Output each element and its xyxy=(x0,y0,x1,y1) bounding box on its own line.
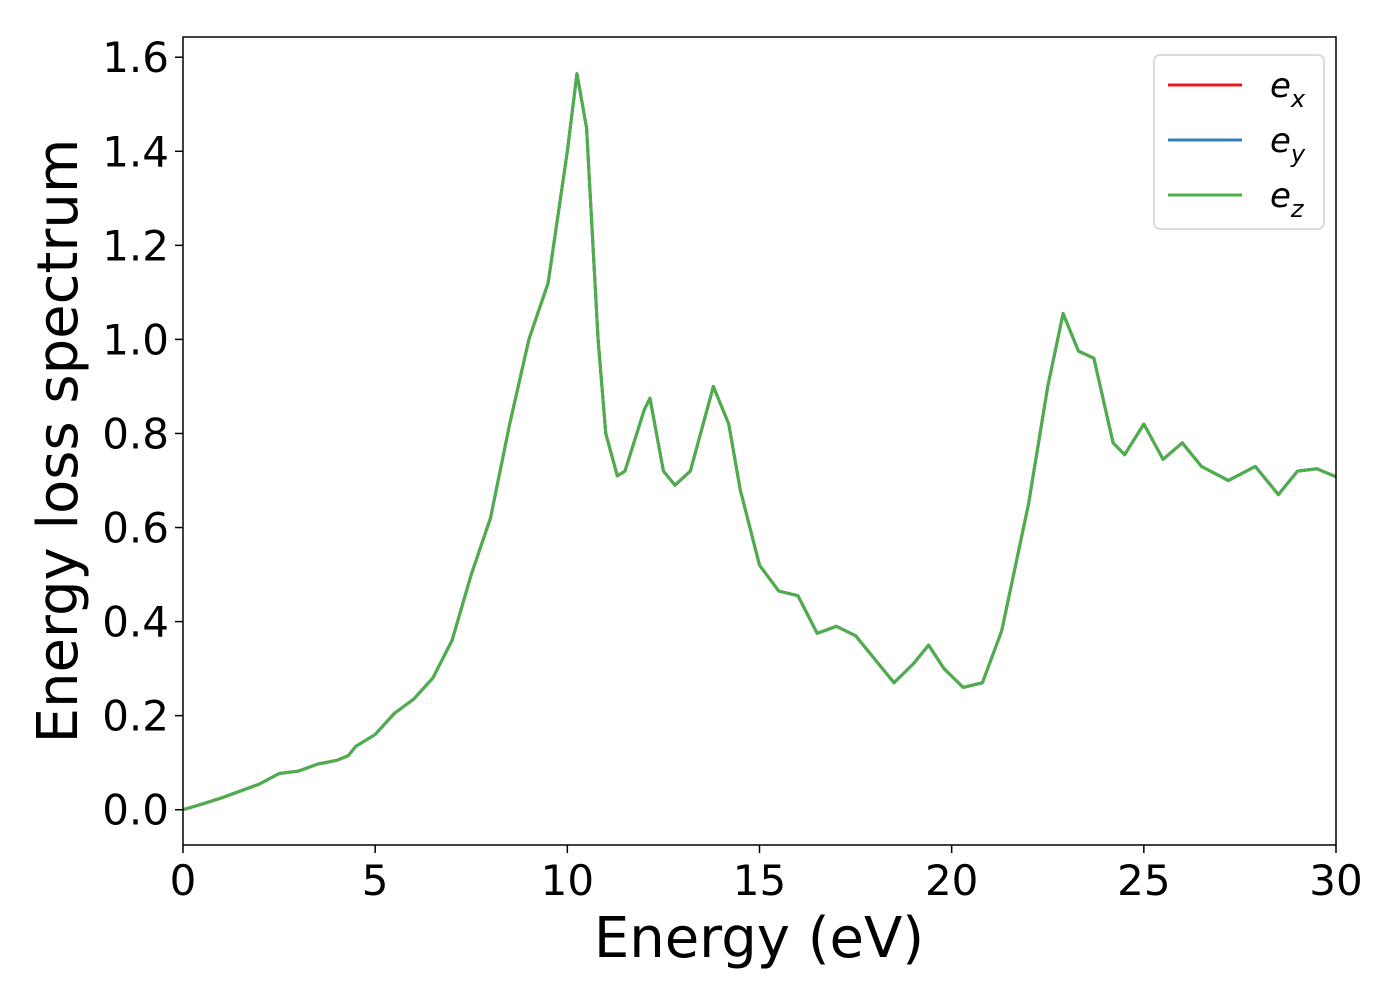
y-tick-label: 1.2 xyxy=(102,221,169,270)
x-tick-label: 25 xyxy=(1117,856,1170,905)
x-tick-label: 5 xyxy=(362,856,389,905)
x-tick-label: 30 xyxy=(1309,856,1362,905)
legend-label: ex xyxy=(1270,66,1306,113)
x-tick-label: 15 xyxy=(733,856,786,905)
legend-label: ez xyxy=(1270,176,1305,223)
x-tick-label: 20 xyxy=(925,856,978,905)
y-tick-label: 0.2 xyxy=(102,692,169,741)
legend-subscript: y xyxy=(1290,140,1306,168)
x-tick-label: 0 xyxy=(170,856,197,905)
legend-subscript: x xyxy=(1290,85,1306,113)
legend-name: e xyxy=(1270,66,1291,106)
y-tick-label: 0.4 xyxy=(102,598,169,647)
legend-name: e xyxy=(1270,121,1291,161)
x-axis-label: Energy (eV) xyxy=(594,906,924,971)
y-tick-label: 1.6 xyxy=(102,33,169,82)
legend-name: e xyxy=(1270,176,1291,216)
y-axis-label: Energy loss spectrum xyxy=(26,139,91,744)
legend-subscript: z xyxy=(1290,195,1305,223)
y-tick-label: 1.0 xyxy=(102,315,169,364)
legend-label: ey xyxy=(1270,121,1306,168)
y-tick-label: 1.4 xyxy=(102,127,169,176)
plot-frame xyxy=(182,36,1337,846)
legend-box xyxy=(1153,54,1325,230)
y-tick-label: 0.6 xyxy=(102,504,169,553)
y-tick-label: 0.0 xyxy=(102,786,169,835)
series-line xyxy=(183,72,1336,812)
x-tick-label: 10 xyxy=(541,856,594,905)
y-tick-label: 0.8 xyxy=(102,409,169,458)
